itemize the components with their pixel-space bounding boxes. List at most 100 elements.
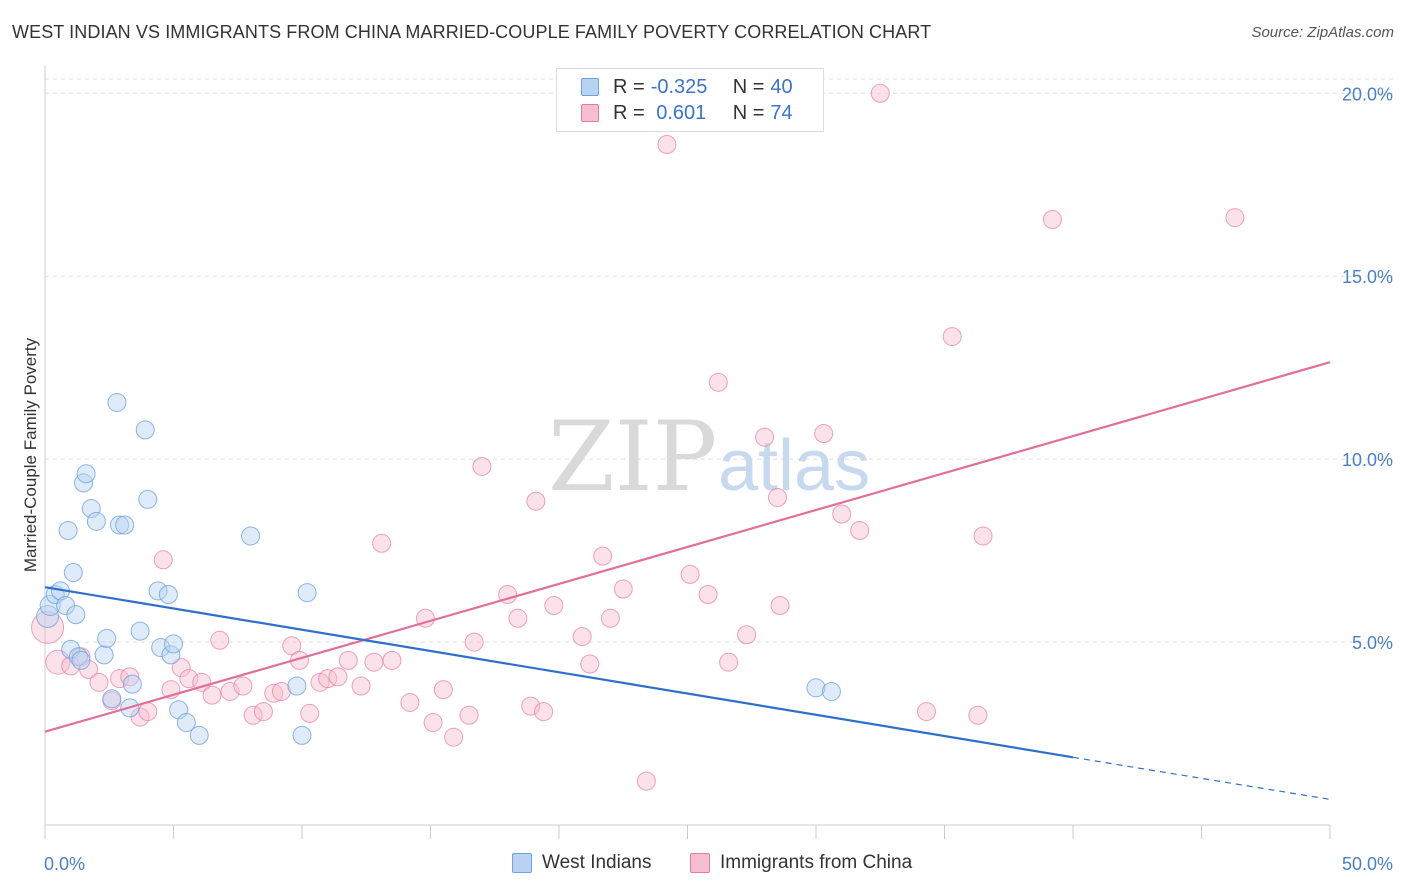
data-point-immigrants-from-china	[202, 685, 222, 705]
y-tick-label: 5.0%	[1352, 633, 1393, 653]
data-point-west-indians	[176, 713, 196, 733]
data-point-immigrants-from-china	[179, 669, 199, 689]
data-point-west-indians	[115, 515, 135, 535]
data-point-immigrants-from-china	[423, 713, 443, 733]
legend-swatch-blue	[581, 78, 599, 96]
data-point-west-indians	[71, 650, 91, 670]
data-point-immigrants-from-china	[657, 135, 677, 155]
data-point-west-indians	[122, 674, 142, 694]
trend-line-west-indians	[44, 586, 1074, 759]
data-point-west-indians	[68, 647, 88, 667]
data-point-immigrants-from-china	[459, 705, 479, 725]
data-point-immigrants-from-china	[767, 488, 787, 508]
data-point-immigrants-from-china	[264, 683, 284, 703]
data-point-immigrants-from-china	[521, 696, 541, 716]
legend-item-immigrants-from-china: Immigrants from China	[690, 852, 912, 874]
data-point-immigrants-from-china	[613, 579, 633, 599]
data-point-immigrants-from-china	[636, 771, 656, 791]
data-point-immigrants-from-china	[593, 546, 613, 566]
data-point-west-indians	[164, 634, 183, 654]
data-point-west-indians	[110, 515, 130, 535]
data-point-west-indians	[58, 520, 78, 540]
data-point-immigrants-from-china	[814, 424, 834, 444]
data-point-west-indians	[148, 581, 168, 601]
legend-r-value: -0.325	[650, 75, 708, 98]
data-point-immigrants-from-china	[737, 625, 757, 645]
data-point-west-indians	[81, 499, 101, 519]
data-point-immigrants-from-china	[120, 667, 140, 687]
legend-n-label: N =	[732, 101, 765, 124]
data-point-immigrants-from-china	[382, 650, 402, 670]
data-point-west-indians	[39, 594, 61, 616]
data-point-west-indians	[241, 526, 261, 546]
watermark: ZIP atlas	[548, 401, 870, 513]
source-label: Source: ZipAtlas.com	[1251, 24, 1394, 41]
legend-swatch-pink	[581, 104, 599, 122]
legend-n-value: 74	[770, 101, 793, 124]
y-axis-label: Married-Couple Family Poverty	[21, 337, 40, 572]
legend-label-immigrants-from-china: Immigrants from China	[720, 852, 913, 873]
data-point-immigrants-from-china	[444, 727, 464, 747]
legend-item-west-indians: West Indians	[512, 852, 651, 874]
correlation-legend: R = -0.325 N = 40 R = 0.601 N = 74	[556, 68, 824, 132]
data-point-immigrants-from-china	[968, 705, 988, 725]
data-point-immigrants-from-china	[153, 550, 173, 570]
data-point-immigrants-from-china	[338, 650, 358, 670]
data-point-west-indians	[138, 489, 158, 509]
data-point-immigrants-from-china	[942, 327, 962, 347]
data-point-immigrants-from-china	[253, 702, 273, 722]
watermark-zip: ZIP	[548, 401, 717, 513]
data-point-immigrants-from-china	[464, 632, 484, 652]
legend-swatch-pink	[690, 853, 710, 873]
data-point-immigrants-from-china	[850, 520, 870, 540]
data-point-immigrants-from-china	[770, 595, 790, 615]
series-immigrants-from-china	[31, 83, 1245, 791]
legend-label-west-indians: West Indians	[542, 852, 652, 873]
data-point-west-indians	[97, 628, 117, 648]
series-legend: West Indians Immigrants from China	[0, 852, 1406, 876]
legend-swatch-blue	[512, 853, 532, 873]
data-point-immigrants-from-china	[300, 703, 320, 723]
data-point-immigrants-from-china	[282, 636, 302, 656]
data-point-west-indians	[63, 563, 83, 583]
axes	[44, 66, 1331, 839]
data-point-immigrants-from-china	[526, 491, 546, 511]
data-point-immigrants-from-china	[917, 702, 937, 722]
data-point-immigrants-from-china	[210, 630, 230, 650]
data-point-immigrants-from-china	[271, 681, 291, 701]
data-point-west-indians	[189, 725, 209, 745]
data-point-immigrants-from-china	[1042, 210, 1062, 230]
data-point-immigrants-from-china	[171, 658, 191, 678]
data-point-immigrants-from-china	[544, 595, 564, 615]
data-point-immigrants-from-china	[89, 672, 109, 692]
data-point-immigrants-from-china	[351, 676, 371, 696]
data-point-west-indians	[130, 621, 150, 641]
legend-r-label: R =	[613, 101, 645, 124]
data-point-immigrants-from-china	[698, 585, 718, 605]
data-point-immigrants-from-china	[755, 427, 775, 447]
x-tick-label: 50.0%	[1342, 854, 1393, 874]
data-point-immigrants-from-china	[45, 649, 71, 675]
data-point-immigrants-from-china	[233, 676, 253, 696]
data-point-immigrants-from-china	[364, 652, 384, 672]
tick-labels: 5.0% 10.0% 15.0% 20.0% 0.0% 50.0%	[44, 84, 1393, 874]
data-point-west-indians	[94, 645, 114, 665]
y-tick-label: 15.0%	[1342, 267, 1393, 287]
data-point-immigrants-from-china	[572, 627, 592, 647]
data-point-west-indians	[821, 681, 841, 701]
watermark-atlas: atlas	[718, 426, 870, 506]
data-point-immigrants-from-china	[973, 526, 993, 546]
data-point-west-indians	[76, 464, 96, 484]
data-point-west-indians	[102, 689, 122, 709]
data-point-west-indians	[158, 585, 178, 605]
trend-line-immigrants-from-china	[44, 361, 1331, 733]
data-point-immigrants-from-china	[580, 654, 600, 674]
data-point-immigrants-from-china	[220, 681, 240, 701]
data-point-west-indians	[86, 511, 106, 531]
data-point-immigrants-from-china	[400, 692, 420, 712]
legend-row-immigrants-from-china: R = 0.601 N = 74	[581, 101, 793, 125]
grid-lines	[45, 78, 1395, 643]
data-point-west-indians	[161, 645, 181, 665]
data-point-west-indians	[292, 725, 312, 745]
